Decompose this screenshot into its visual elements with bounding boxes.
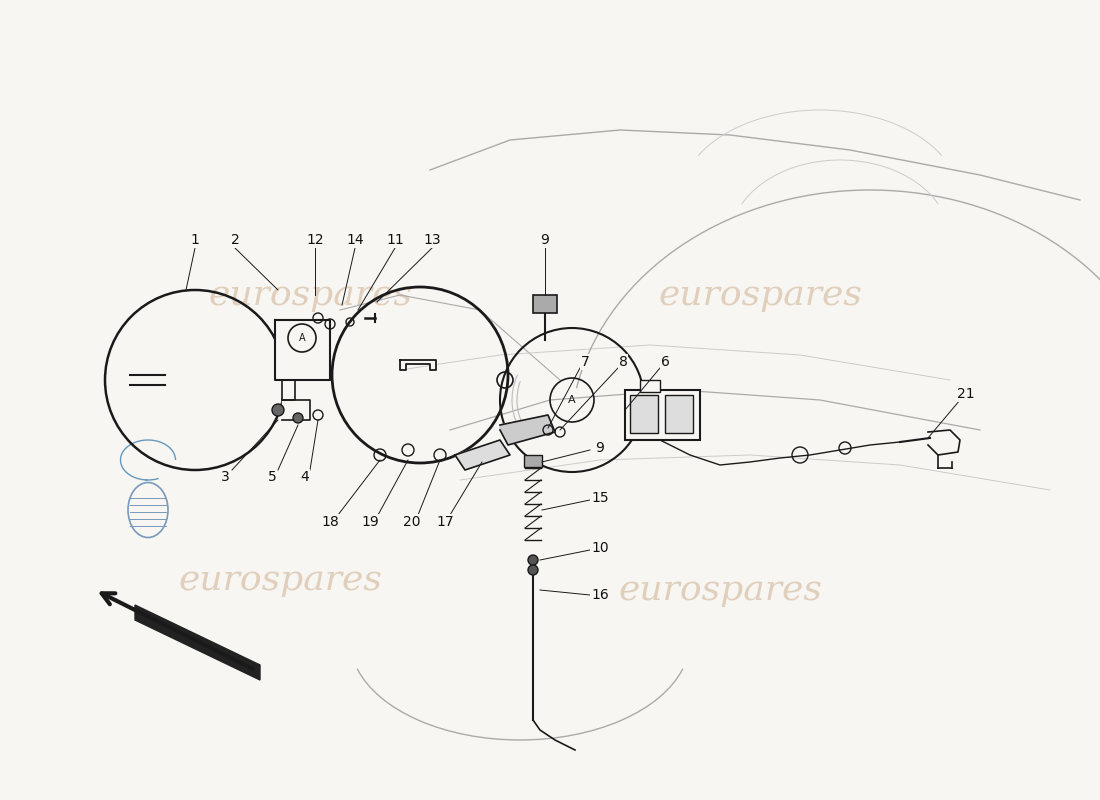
Circle shape [528,565,538,575]
Bar [625,390,700,440]
Text: 9: 9 [540,233,549,247]
Polygon shape [135,605,260,680]
Polygon shape [400,360,436,370]
Text: 16: 16 [591,588,609,602]
Bar [534,295,557,313]
Text: 8: 8 [618,355,627,369]
Text: eurospares: eurospares [178,563,382,597]
Text: A: A [299,333,306,343]
Circle shape [528,555,538,565]
Text: 10: 10 [591,541,608,555]
Circle shape [272,404,284,416]
Text: eurospares: eurospares [208,278,411,312]
Text: 5: 5 [267,470,276,484]
Text: 19: 19 [361,515,378,529]
Text: eurospares: eurospares [658,278,862,312]
Text: 18: 18 [321,515,339,529]
Text: 4: 4 [300,470,309,484]
Polygon shape [282,400,310,420]
Text: 14: 14 [346,233,364,247]
Ellipse shape [128,482,168,538]
Text: eurospares: eurospares [618,573,822,607]
Polygon shape [455,440,510,470]
Text: 21: 21 [957,387,975,401]
Text: 17: 17 [437,515,454,529]
Text: 1: 1 [190,233,199,247]
Text: 11: 11 [386,233,404,247]
Bar [666,395,693,433]
Bar [524,455,542,467]
Text: 12: 12 [306,233,323,247]
Text: 7: 7 [581,355,590,369]
Circle shape [293,413,303,423]
Text: 13: 13 [424,233,441,247]
Bar [640,380,660,392]
Polygon shape [500,415,556,445]
Text: 20: 20 [404,515,420,529]
Text: 3: 3 [221,470,230,484]
Text: 15: 15 [591,491,608,505]
Text: 9: 9 [595,441,604,455]
Polygon shape [275,320,330,380]
Bar [630,395,658,433]
Polygon shape [928,430,960,455]
Text: 6: 6 [661,355,670,369]
Polygon shape [282,380,295,400]
Text: A: A [569,395,575,405]
Text: 2: 2 [231,233,240,247]
